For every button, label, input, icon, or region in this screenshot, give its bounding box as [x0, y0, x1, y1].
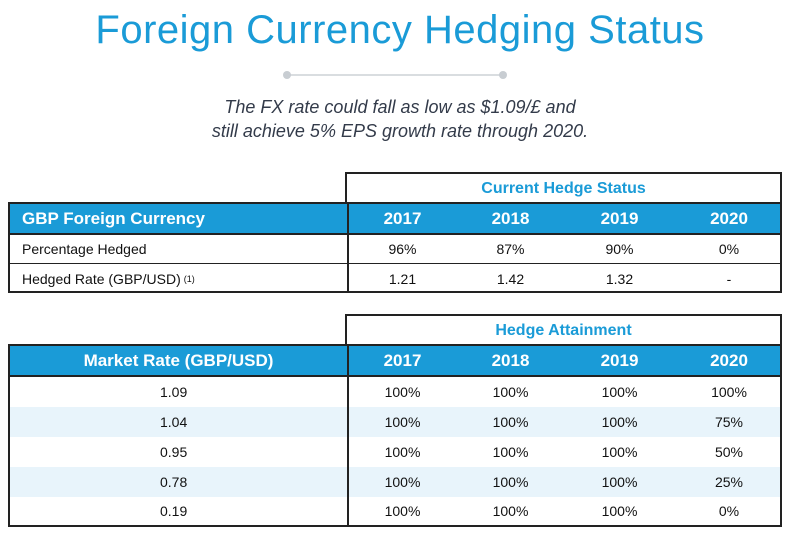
header-2017: 2017 [347, 204, 456, 233]
header-gbp-foreign-currency: GBP Foreign Currency [22, 208, 205, 228]
subtitle-line-1: The FX rate could fall as low as $1.09/£… [224, 97, 576, 117]
cell-2017: 100% [347, 467, 456, 497]
header-2019: 2019 [600, 208, 639, 228]
table-row: Hedged Rate (GBP/USD) (1) 1.21 1.42 1.32… [10, 263, 780, 293]
footnote-marker: (1) [183, 273, 195, 284]
header-2019: 2019 [600, 350, 639, 370]
divider-dot-left [283, 71, 291, 79]
cell-2019: 100% [601, 444, 638, 460]
header-2017: 2017 [347, 346, 456, 375]
cell-2017: 100% [347, 497, 456, 525]
subtitle-line-2: still achieve 5% EPS growth rate through… [211, 121, 589, 141]
row-label: Percentage Hedged [22, 241, 147, 257]
cell-2018: 87% [496, 241, 525, 257]
cell-2018: 100% [492, 474, 529, 490]
cell-2020: 75% [714, 414, 744, 430]
row-label-cell: Hedged Rate (GBP/USD) (1) [10, 264, 347, 293]
cell-2018: 100% [492, 384, 529, 400]
row-label: Hedged Rate (GBP/USD) [22, 270, 181, 287]
cell-2020: 100% [711, 384, 747, 400]
cell-2019: 1.32 [605, 270, 634, 287]
market-rate: 0.78 [160, 474, 188, 490]
table-row: 1.04 100% 100% 100% 75% [10, 407, 780, 437]
table-row: 0.78 100% 100% 100% 25% [10, 467, 780, 497]
cell-2017: 100% [347, 437, 456, 467]
subtitle: The FX rate could fall as low as $1.09/£… [0, 95, 800, 143]
market-rate: 1.04 [160, 414, 188, 430]
table-body: 1.09 100% 100% 100% 100% 1.04 100% 100% … [8, 377, 782, 527]
table-row: 1.09 100% 100% 100% 100% [10, 377, 780, 407]
market-rate: 0.95 [160, 444, 188, 460]
header-2020: 2020 [710, 350, 748, 370]
table-row: 0.19 100% 100% 100% 0% [10, 497, 780, 525]
cell-2019: 100% [601, 384, 638, 400]
table-header-row: GBP Foreign Currency 2017 2018 2019 2020 [8, 202, 782, 235]
cell-2017: 100% [347, 377, 456, 407]
table-body: Percentage Hedged 96% 87% 90% 0% Hedged … [8, 235, 782, 293]
cell-2020: 0% [718, 503, 740, 519]
group-header-current-hedge-status: Current Hedge Status [345, 172, 782, 202]
header-2018: 2018 [491, 208, 530, 228]
table-row: 0.95 100% 100% 100% 50% [10, 437, 780, 467]
divider-dot-right [499, 71, 507, 79]
market-rate: 1.09 [160, 384, 188, 400]
page-title: Foreign Currency Hedging Status [95, 8, 705, 52]
cell-2019: 100% [601, 474, 638, 490]
cell-2017: 100% [347, 407, 456, 437]
header-2018: 2018 [491, 350, 530, 370]
cell-2017: 1.21 [347, 264, 456, 293]
cell-2020: - [726, 270, 732, 287]
cell-2020: 0% [718, 241, 740, 257]
cell-2019: 90% [605, 241, 634, 257]
cell-2020: 25% [714, 474, 744, 490]
table-header-row: Market Rate (GBP/USD) 2017 2018 2019 202… [8, 344, 782, 377]
cell-2018: 100% [492, 444, 529, 460]
market-rate: 0.19 [160, 503, 188, 519]
header-market-rate: Market Rate (GBP/USD) [83, 350, 274, 370]
cell-2017: 96% [347, 235, 456, 263]
cell-2018: 100% [492, 503, 529, 519]
header-2020: 2020 [710, 208, 748, 228]
group-header-hedge-attainment: Hedge Attainment [345, 314, 782, 344]
cell-2019: 100% [601, 414, 638, 430]
title-divider [283, 71, 507, 79]
cell-2019: 100% [601, 503, 638, 519]
cell-2020: 50% [714, 444, 744, 460]
table-row: Percentage Hedged 96% 87% 90% 0% [10, 235, 780, 263]
cell-2018: 1.42 [496, 270, 525, 287]
cell-2018: 100% [492, 414, 529, 430]
